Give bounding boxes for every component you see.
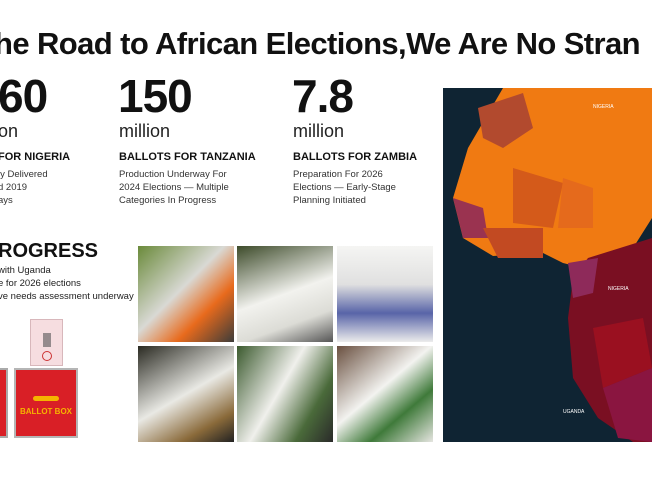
stat-number: 60 xyxy=(0,70,48,122)
stat-heading: FOR NIGERIA xyxy=(0,151,71,163)
photo-ballot-in-hand xyxy=(337,346,433,442)
page-title: he Road to African Elections,We Are No S… xyxy=(0,26,641,61)
stat-unit: million xyxy=(119,121,171,141)
photo-voting xyxy=(237,246,333,342)
map-label: NIGERIA xyxy=(593,104,614,110)
ballot-box-icon xyxy=(33,396,59,401)
progress-heading: ROGRESS xyxy=(0,240,99,262)
stat-description: ly Delivered d 2019 ays xyxy=(0,169,48,206)
africa-map: NIGERIA NIGERIA UGANDA xyxy=(443,88,652,442)
map-label: UGANDA xyxy=(563,409,585,415)
map-label: NIGERIA xyxy=(608,286,629,292)
ballot-box-partial xyxy=(0,368,8,438)
photo-official-voting xyxy=(138,346,234,442)
stat-unit: million xyxy=(293,121,345,141)
stat-number: 150 xyxy=(118,70,193,122)
stat-number: 7.8 xyxy=(292,70,354,122)
photo-ballot-box-vote xyxy=(337,246,433,342)
ballot-box-label: BALLOT BOX xyxy=(20,407,72,416)
stat-unit: on xyxy=(0,121,19,141)
ballot-paper xyxy=(30,319,63,366)
stat-description: Production Underway For 2024 Elections — … xyxy=(119,169,229,206)
stat-heading: BALLOTS FOR ZAMBIA xyxy=(293,151,418,163)
photo-ballot-paper xyxy=(237,346,333,442)
stat-description: Preparation For 2026 Elections — Early-St… xyxy=(293,169,396,206)
progress-list: with Uganda e for 2026 elections ve needs … xyxy=(0,265,134,302)
ballot-box: BALLOT BOX xyxy=(14,368,78,438)
stat-heading: BALLOTS FOR TANZANIA xyxy=(119,151,256,163)
photo-ballot-handling xyxy=(138,246,234,342)
